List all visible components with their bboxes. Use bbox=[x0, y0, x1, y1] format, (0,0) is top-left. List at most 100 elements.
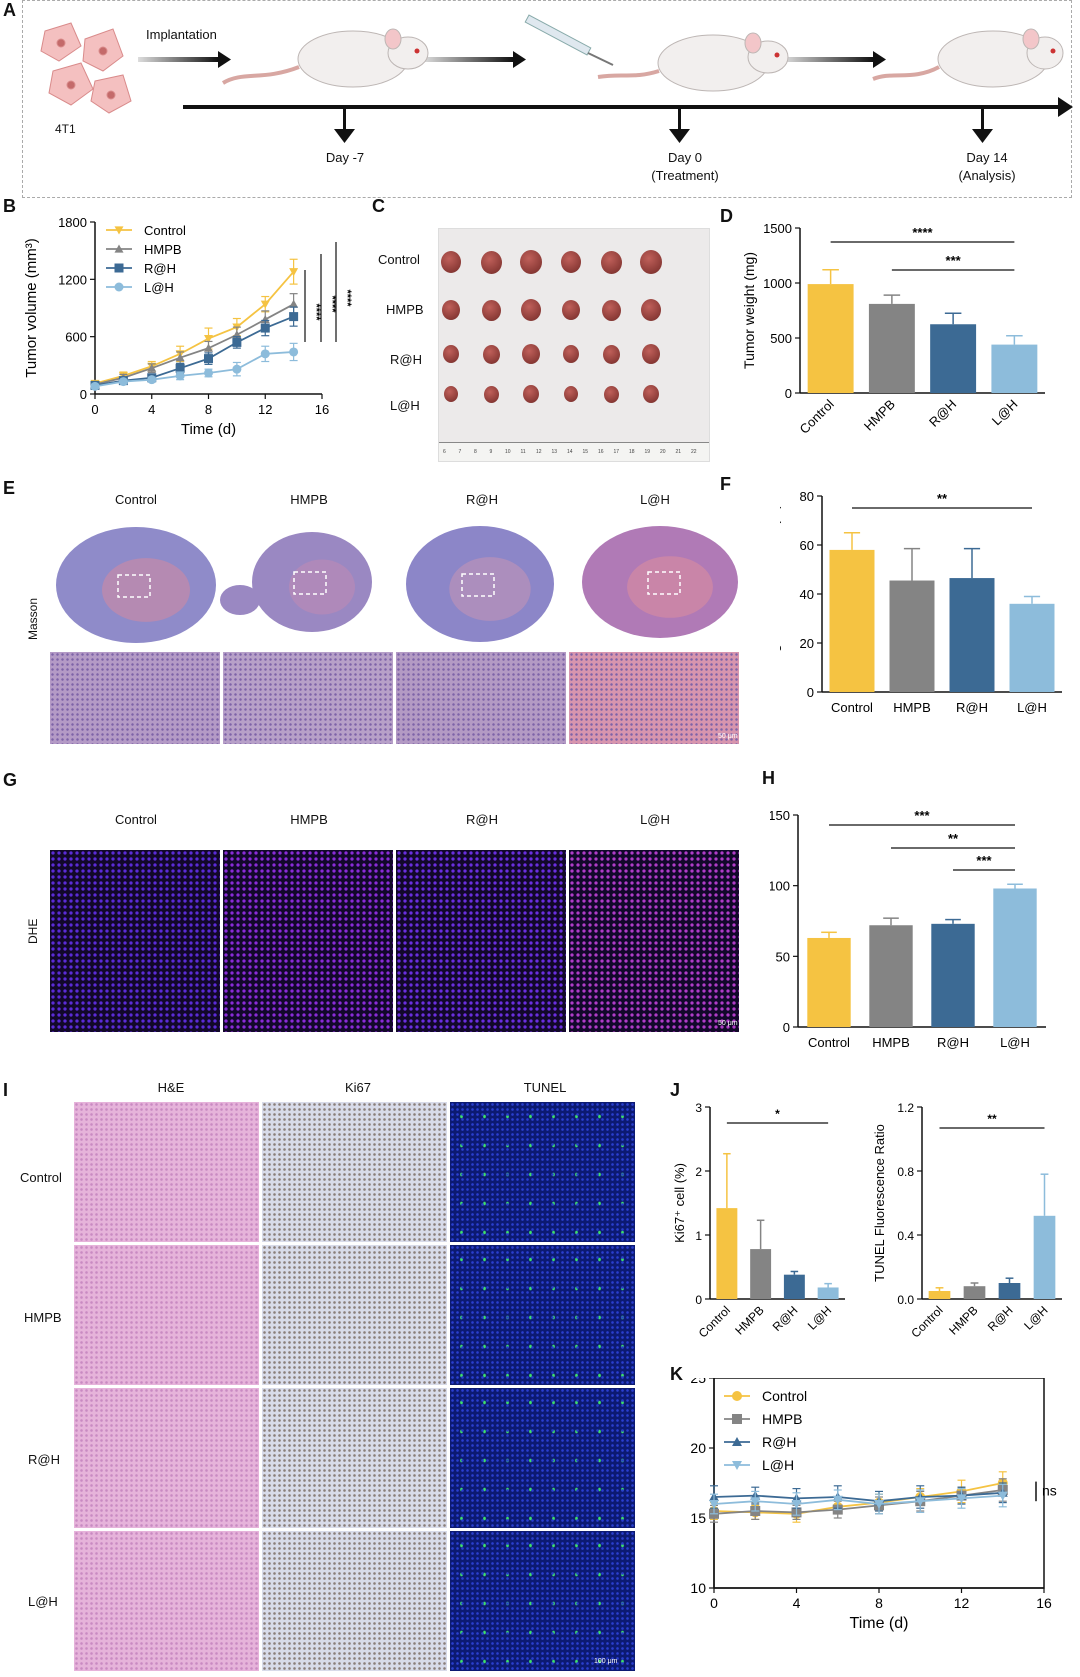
ihc-tile bbox=[450, 1388, 635, 1528]
series-line bbox=[713, 1494, 1003, 1505]
ruler-number: 16 bbox=[598, 449, 604, 455]
x-tick-label: 0 bbox=[91, 402, 98, 417]
panel-letter-d: D bbox=[720, 206, 733, 226]
series-line bbox=[94, 303, 295, 386]
data-point bbox=[175, 371, 185, 381]
chart-collagen: 0 20 40 60 80 Collagen volume fraction (%) Con… bbox=[780, 489, 1062, 715]
x-tick-label: 16 bbox=[1036, 1595, 1052, 1611]
y-tick-label: 1.2 bbox=[897, 1101, 914, 1115]
y-tick-label: 500 bbox=[770, 331, 792, 346]
significance-label: ** bbox=[948, 831, 959, 846]
tissue-core bbox=[627, 556, 713, 618]
significance-label: *** bbox=[976, 853, 992, 868]
y-tick-label: 0 bbox=[807, 685, 814, 700]
ihc-row-label: L@H bbox=[28, 1594, 58, 1609]
chart-tumor-volume: 0 600 1200 1800 0 4 8 12 16 Time (d) Tumor volume … bbox=[23, 215, 353, 438]
ihc-tile bbox=[450, 1245, 635, 1385]
arrow-icon bbox=[783, 51, 886, 68]
significance-label: **** bbox=[341, 289, 353, 307]
panel-letter-f: F bbox=[720, 474, 731, 494]
data-point bbox=[732, 1461, 742, 1470]
ruler-number: 12 bbox=[536, 449, 542, 455]
y-tick-label: 3 bbox=[695, 1101, 702, 1115]
ruler-number: 18 bbox=[629, 449, 635, 455]
ruler-number: 22 bbox=[691, 449, 697, 455]
scale-bar-label: 100 μm bbox=[594, 1658, 618, 1665]
ihc-col-label: H&E bbox=[157, 1080, 185, 1095]
tissue-section bbox=[220, 585, 260, 615]
y-tick-label: 1 bbox=[695, 1229, 702, 1243]
x-tick-label: R@H bbox=[926, 397, 959, 430]
ruler-number: 10 bbox=[505, 449, 511, 455]
photo-row-label: L@H bbox=[390, 398, 420, 413]
data-point bbox=[709, 1500, 719, 1509]
data-point bbox=[915, 1497, 926, 1507]
tumor-sample bbox=[561, 251, 581, 273]
masson-col-label: R@H bbox=[466, 492, 498, 507]
panel-letter-e: E bbox=[3, 478, 16, 498]
data-point bbox=[732, 1414, 742, 1424]
data-point bbox=[114, 244, 124, 253]
significance-label: ns bbox=[1042, 1483, 1057, 1499]
schematic-panel bbox=[22, 0, 1073, 198]
significance-label: ** bbox=[937, 491, 948, 506]
tumor-sample bbox=[482, 344, 500, 364]
tumor-sample bbox=[522, 344, 540, 364]
tumor-sample bbox=[641, 299, 661, 321]
x-tick-label: 12 bbox=[258, 402, 272, 417]
cell-cluster-icon bbox=[40, 22, 132, 114]
ihc-col-label: Ki67 bbox=[344, 1080, 372, 1095]
y-tick-label: 0 bbox=[783, 1020, 790, 1035]
ruler-number: 20 bbox=[660, 449, 666, 455]
timeline-axis bbox=[183, 97, 1073, 143]
panel-letter-b: B bbox=[3, 196, 16, 216]
bar bbox=[807, 284, 854, 393]
bar bbox=[949, 578, 995, 692]
data-point bbox=[232, 337, 242, 347]
bar bbox=[829, 549, 875, 692]
ruler-number: 6 bbox=[443, 449, 446, 455]
series-line bbox=[94, 351, 294, 388]
data-point bbox=[289, 299, 299, 308]
tumor-photo: 6 7 8 9 10 11 12 13 14 15 16 17 18 19 20 21 22 bbox=[438, 228, 710, 462]
data-point bbox=[791, 1500, 802, 1509]
bar bbox=[931, 923, 975, 1027]
tissue-core bbox=[102, 558, 190, 622]
dhe-col-label: Control bbox=[115, 812, 157, 827]
tumor-sample bbox=[444, 386, 458, 402]
zoom-region-box bbox=[647, 571, 681, 595]
x-tick-label: Control bbox=[796, 396, 836, 436]
ruler-number: 8 bbox=[474, 449, 477, 455]
x-tick-label: L@H bbox=[805, 1303, 834, 1332]
photo-row-label: HMPB bbox=[386, 302, 424, 317]
masson-col-label: HMPB bbox=[290, 492, 328, 507]
ihc-tile bbox=[262, 1245, 447, 1385]
tumor-sample bbox=[443, 345, 459, 363]
day-sublabel: (Treatment) bbox=[651, 168, 719, 183]
x-tick-label: HMPB bbox=[861, 397, 898, 434]
ihc-row-label: Control bbox=[20, 1170, 62, 1185]
mouse-icon bbox=[221, 28, 429, 88]
y-tick-label: 2 bbox=[695, 1165, 702, 1179]
chart-dhe-intensity: 050100150Mean DHE fluorescence intensity… bbox=[770, 808, 1046, 1050]
plot-frame bbox=[713, 1378, 1045, 1589]
bar bbox=[928, 1291, 951, 1299]
tumor-sample bbox=[520, 250, 542, 274]
x-tick-label: Control bbox=[808, 1035, 850, 1050]
masson-zoom-tile bbox=[396, 652, 566, 744]
ruler-number: 21 bbox=[675, 449, 682, 455]
x-tick-label: HMPB bbox=[732, 1303, 766, 1337]
y-tick-label: 20 bbox=[690, 1440, 706, 1456]
data-point bbox=[956, 1494, 967, 1504]
tumor-sample bbox=[600, 250, 622, 274]
legend-label: Control bbox=[762, 1388, 807, 1404]
x-tick-label: 12 bbox=[954, 1595, 970, 1611]
dhe-tile bbox=[50, 850, 220, 1032]
y-tick-label: 1000 bbox=[763, 276, 792, 291]
masson-zoom-tile bbox=[50, 652, 220, 744]
chart-tunel: 0.0 0.4 0.8 1.2 TUNEL Fluorescence Ratio Cont… bbox=[872, 1101, 1062, 1340]
data-point bbox=[204, 368, 213, 378]
x-tick-label: Control bbox=[908, 1303, 945, 1340]
data-point bbox=[204, 354, 213, 364]
photo-row-label: R@H bbox=[390, 352, 422, 367]
